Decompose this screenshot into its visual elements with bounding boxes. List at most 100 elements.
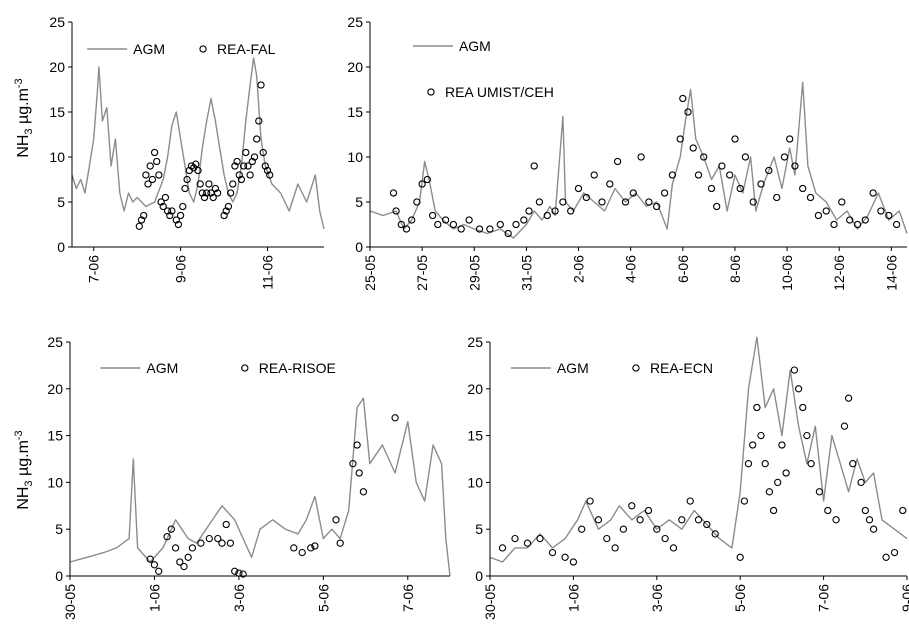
- rea-data-point: [402, 225, 411, 233]
- y-tick-label: 25: [47, 334, 63, 350]
- rea-data-point: [231, 567, 239, 575]
- rea-data-point: [707, 184, 716, 193]
- rea-data-point: [222, 207, 230, 215]
- rea-data-point: [684, 108, 692, 116]
- rea-data-point: [782, 469, 790, 477]
- legend-rea-marker: [199, 45, 207, 53]
- rea-data-point: [511, 534, 519, 543]
- rea-data-point: [391, 414, 399, 422]
- rea-data-point: [791, 162, 799, 170]
- rea-data-point: [418, 180, 426, 188]
- rea-data-point: [822, 207, 830, 215]
- rea-data-point: [877, 207, 885, 215]
- rea-data-point: [794, 385, 803, 393]
- x-tick-label: 14-06: [883, 255, 899, 291]
- y-tick-label: 0: [475, 568, 483, 584]
- rea-data-point: [885, 211, 893, 220]
- rea-data-point: [736, 553, 744, 561]
- y-tick-label: 20: [347, 59, 363, 75]
- panel-rea-ecn: 0 5 10 15 20 25 30-05 1-06 3-06 5-06 7-06 9-06 AGM RE…: [467, 334, 909, 620]
- rea-data-point: [504, 229, 512, 238]
- x-tick-label: 31-05: [518, 255, 534, 291]
- y-tick-label: 10: [49, 149, 65, 165]
- rea-data-point: [857, 478, 865, 487]
- y-tick-label: 0: [57, 239, 65, 255]
- rea-data-point: [486, 225, 494, 233]
- rea-data-point: [159, 202, 167, 211]
- rea-data-point: [807, 460, 815, 468]
- rea-data-point: [183, 175, 191, 184]
- rea-data-point: [231, 162, 239, 170]
- rea-data-point: [214, 534, 222, 543]
- rea-data-point: [239, 162, 248, 170]
- rea-data-point: [660, 189, 669, 197]
- rea-data-point: [559, 198, 567, 206]
- panel-rea-risoe: 0 5 10 15 20 25 30-05 1-06 3-06 5-06 7-06 AGM REA-RI…: [47, 334, 451, 620]
- rea-data-point: [259, 148, 267, 157]
- rea-data-point: [636, 516, 644, 524]
- rea-data-point: [203, 189, 211, 197]
- rea-data-point: [653, 202, 661, 211]
- rea-data-point: [838, 198, 846, 206]
- rea-data-point: [434, 220, 442, 229]
- legend-agm-label: AGM: [146, 360, 178, 376]
- x-tick-label: 12-06: [831, 255, 847, 291]
- rea-data-point: [865, 516, 874, 524]
- rea-data-point: [815, 488, 824, 496]
- rea-data-point: [250, 153, 259, 161]
- rea-data-point: [171, 544, 180, 552]
- x-tick-label: 8-06: [727, 255, 743, 283]
- rea-data-point: [613, 157, 622, 166]
- rea-data-point: [606, 180, 614, 188]
- rea-data-point: [146, 555, 154, 563]
- y-axis-label-bottom: NH3 µg.m-3: [13, 430, 35, 509]
- rea-data-point: [389, 189, 398, 197]
- legend-agm-label: AGM: [557, 360, 589, 376]
- rea-data-point: [408, 216, 416, 224]
- rea-data-point: [142, 171, 150, 179]
- rea-data-point: [242, 148, 250, 157]
- rea-data-point: [594, 516, 603, 524]
- rea-data-point: [799, 403, 807, 412]
- rea-data-point: [179, 202, 187, 211]
- rea-data-point: [181, 184, 189, 193]
- rea-data-point: [786, 135, 794, 143]
- rea-data-point: [266, 171, 274, 179]
- rea-data-point: [428, 211, 437, 220]
- x-tick-label: 3-06: [231, 584, 247, 612]
- y-tick-label: 25: [347, 14, 363, 30]
- legend-rea-marker: [427, 88, 435, 96]
- rea-data-point: [194, 166, 202, 175]
- rea-data-point: [257, 81, 265, 89]
- rea-data-point: [803, 431, 811, 440]
- rea-data-point: [176, 211, 185, 220]
- rea-data-point: [263, 166, 272, 175]
- x-tick-label: 9-06: [899, 584, 909, 612]
- rea-data-point: [765, 488, 774, 496]
- rea-data-point: [233, 157, 241, 166]
- rea-data-point: [645, 198, 653, 206]
- rea-data-point: [163, 533, 171, 541]
- rea-data-point: [718, 162, 726, 170]
- rea-data-point: [153, 157, 161, 166]
- rea-data-point: [255, 117, 263, 125]
- rea-data-point: [226, 189, 235, 197]
- rea-data-point: [619, 525, 628, 533]
- panel-rea-fal: 0 5 10 15 20 25 7-06 9-06 11-06 AGM REA-FAL: [49, 14, 325, 290]
- rea-data-point: [336, 539, 344, 547]
- rea-data-point: [148, 175, 157, 184]
- rea-data-point: [298, 548, 306, 557]
- rea-data-point: [157, 198, 165, 206]
- rea-data-point: [449, 220, 458, 229]
- y-tick-label: 10: [47, 474, 63, 490]
- x-tick-label: 5-06: [732, 584, 748, 612]
- rea-data-point: [567, 207, 575, 215]
- x-tick-label: 1-06: [146, 584, 162, 612]
- legend-rea-label: REA UMIST/CEH: [445, 84, 554, 100]
- rea-data-point: [799, 184, 807, 193]
- y-tick-label: 5: [57, 194, 65, 210]
- rea-data-point: [726, 171, 734, 179]
- rea-data-point: [790, 366, 799, 374]
- rea-data-point: [161, 193, 170, 202]
- x-tick-label: 7-06: [86, 255, 102, 283]
